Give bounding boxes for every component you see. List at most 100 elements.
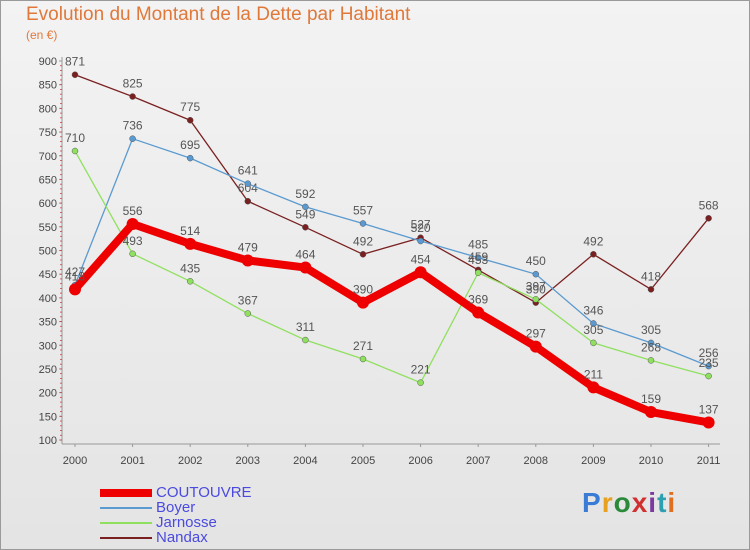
data-label: 492 xyxy=(583,234,603,248)
data-point xyxy=(129,135,136,142)
legend-item: COUTOUVRE xyxy=(100,485,252,501)
x-tick-label: 2007 xyxy=(466,455,490,467)
data-label: 435 xyxy=(180,261,200,275)
y-tick-label: 500 xyxy=(39,246,57,258)
logo-letter: t xyxy=(657,487,668,518)
data-point xyxy=(474,254,482,261)
x-tick-label: 2010 xyxy=(639,455,663,467)
y-tick-label: 650 xyxy=(39,174,57,186)
data-point xyxy=(532,296,540,303)
data-point xyxy=(69,283,81,296)
logo-letter: o xyxy=(613,487,632,518)
x-tick-label: 2003 xyxy=(236,455,260,467)
series-line-coutouvre xyxy=(71,219,713,427)
data-label: 305 xyxy=(583,323,603,337)
y-tick-label: 350 xyxy=(39,317,57,329)
data-point xyxy=(645,406,657,419)
data-point xyxy=(590,320,597,327)
series-line-jarnosse xyxy=(74,150,710,384)
data-point xyxy=(705,362,712,370)
y-tick-label: 800 xyxy=(39,103,57,115)
y-tick-label: 250 xyxy=(39,364,57,376)
data-label: 418 xyxy=(641,269,661,283)
y-tick-label: 900 xyxy=(39,56,57,68)
data-point xyxy=(299,261,312,274)
legend-item: Jarnosse xyxy=(100,515,217,531)
y-tick-label: 300 xyxy=(39,340,57,352)
series-line-nandax xyxy=(74,74,710,304)
legend-label: Jarnosse xyxy=(156,514,217,531)
data-point xyxy=(126,217,139,230)
data-label: 871 xyxy=(65,55,85,69)
legend-swatch xyxy=(100,489,152,497)
logo-letter: P xyxy=(582,487,602,518)
data-point xyxy=(472,306,485,319)
data-label: 268 xyxy=(641,340,661,354)
data-label: 775 xyxy=(180,100,200,114)
chart-subtitle: (en €) xyxy=(26,28,58,42)
data-point xyxy=(359,220,367,227)
data-label: 479 xyxy=(238,240,258,254)
y-tick-label: 200 xyxy=(39,388,57,400)
data-point xyxy=(705,372,712,380)
data-point xyxy=(184,237,197,250)
data-point xyxy=(302,203,309,211)
data-label: 736 xyxy=(123,119,143,133)
data-point xyxy=(71,147,79,155)
data-point xyxy=(186,116,194,124)
data-point xyxy=(647,339,655,347)
y-tick-label: 700 xyxy=(39,151,57,163)
data-label: 369 xyxy=(468,293,488,307)
data-label: 271 xyxy=(353,339,373,353)
data-label: 527 xyxy=(411,218,431,232)
data-point xyxy=(302,336,309,344)
data-label: 556 xyxy=(123,204,143,218)
legend-item: Boyer xyxy=(100,500,195,516)
y-tick-label: 600 xyxy=(39,198,57,210)
data-point xyxy=(532,270,540,278)
data-label: 346 xyxy=(583,303,603,317)
data-point xyxy=(647,357,655,364)
data-label: 454 xyxy=(411,252,431,266)
data-label: 427 xyxy=(65,265,85,279)
legend-swatch xyxy=(100,507,152,509)
data-label: 256 xyxy=(699,346,719,360)
data-point xyxy=(186,154,194,162)
data-point xyxy=(244,310,252,317)
data-point xyxy=(647,286,655,293)
data-label: 464 xyxy=(295,248,315,262)
chart-title: Evolution du Montant de la Dette par Hab… xyxy=(26,4,411,25)
legend-item: Nandax xyxy=(100,530,208,546)
proxiti-logo: Proxiti xyxy=(582,487,676,519)
data-point xyxy=(414,266,427,279)
data-point xyxy=(302,224,309,231)
legend-label: Nandax xyxy=(156,529,208,546)
data-point xyxy=(241,254,254,267)
data-point xyxy=(359,355,367,363)
legend-swatch xyxy=(100,537,152,539)
data-label: 710 xyxy=(65,131,85,145)
data-point xyxy=(590,251,597,258)
data-label: 453 xyxy=(468,253,488,267)
logo-letter: r xyxy=(601,487,614,518)
data-label: 297 xyxy=(526,327,546,341)
data-point xyxy=(529,340,542,353)
data-label: 604 xyxy=(238,181,258,195)
data-label: 390 xyxy=(353,283,373,297)
x-tick-label: 2006 xyxy=(408,455,432,467)
data-point xyxy=(244,180,252,187)
data-label: 367 xyxy=(238,294,258,308)
data-label: 311 xyxy=(296,320,315,334)
x-tick-label: 2004 xyxy=(293,455,317,467)
y-tick-label: 100 xyxy=(39,435,57,447)
logo-letter: i xyxy=(648,487,658,518)
logo-letter: i xyxy=(667,487,677,518)
y-tick-label: 850 xyxy=(39,80,57,92)
data-label: 137 xyxy=(699,402,719,416)
data-label: 568 xyxy=(699,198,719,212)
data-label: 221 xyxy=(411,363,431,377)
legend-label: Boyer xyxy=(156,499,196,516)
data-label: 641 xyxy=(238,164,258,178)
logo-letter: x xyxy=(631,487,649,518)
